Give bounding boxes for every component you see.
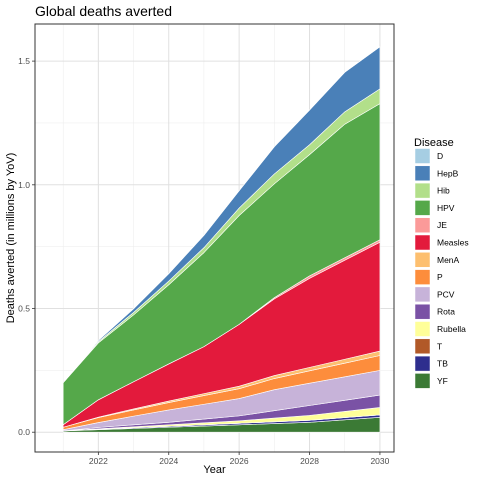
legend-label-hepb: HepB	[437, 168, 459, 178]
legend-key-measles	[414, 234, 431, 251]
y-axis-title: Deaths averted (in millions by YoV)	[5, 153, 17, 324]
legend-key-pcv	[414, 286, 431, 303]
x-tick-label: 2022	[89, 456, 108, 466]
y-tick-label: 1.5	[18, 56, 30, 66]
legend-title: Disease	[414, 137, 454, 149]
legend-key-rota	[414, 303, 431, 320]
legend-label-mena: MenA	[437, 255, 460, 265]
legend-label-measles: Measles	[437, 238, 469, 248]
legend-label-t: T	[437, 341, 442, 351]
legend: Disease D HepB Hib HPV JE Measles MenA P PCV Rota…	[414, 137, 469, 389]
legend-key-mena	[414, 252, 431, 268]
legend-label-hpv: HPV	[437, 203, 455, 213]
y-tick-label: 1.0	[18, 180, 30, 190]
legend-key-hib	[414, 182, 431, 199]
legend-label-tb: TB	[437, 359, 448, 369]
plot-frame	[34, 23, 395, 453]
stacked-areas	[62, 46, 381, 433]
legend-label-yf: YF	[437, 376, 448, 386]
x-axis-title: Year	[203, 464, 226, 476]
legend-label-d: D	[437, 151, 443, 161]
legend-label-pcv: PCV	[437, 289, 455, 299]
legend-key-hpv	[414, 200, 431, 216]
legend-key-hepb	[414, 165, 431, 182]
x-tick-label: 2028	[300, 456, 319, 466]
legend-label-rota: Rota	[437, 307, 455, 317]
legend-key-t	[414, 338, 431, 355]
legend-key-je	[414, 217, 431, 233]
area-d	[62, 46, 381, 384]
x-tick-label: 2024	[159, 456, 178, 466]
axis-ticks: 0.0 0.5 1.0 1.5 2022 2024 2026 2028 2030	[18, 56, 389, 466]
y-tick-label: 0.0	[18, 427, 30, 437]
y-tick-label: 0.5	[18, 304, 30, 314]
legend-label-p: P	[437, 272, 443, 282]
x-tick-label: 2026	[230, 456, 249, 466]
x-tick-label: 2030	[370, 456, 389, 466]
legend-key-rubella	[414, 321, 431, 337]
legend-label-je: JE	[437, 220, 447, 230]
legend-key-tb	[414, 355, 431, 372]
legend-key-p	[414, 269, 431, 285]
legend-label-hib: Hib	[437, 186, 450, 196]
legend-label-rubella: Rubella	[437, 324, 466, 334]
legend-key-d	[414, 148, 431, 164]
plot-border	[34, 23, 395, 453]
legend-key-yf	[414, 373, 431, 389]
chart-title: Global deaths averted	[35, 3, 172, 19]
